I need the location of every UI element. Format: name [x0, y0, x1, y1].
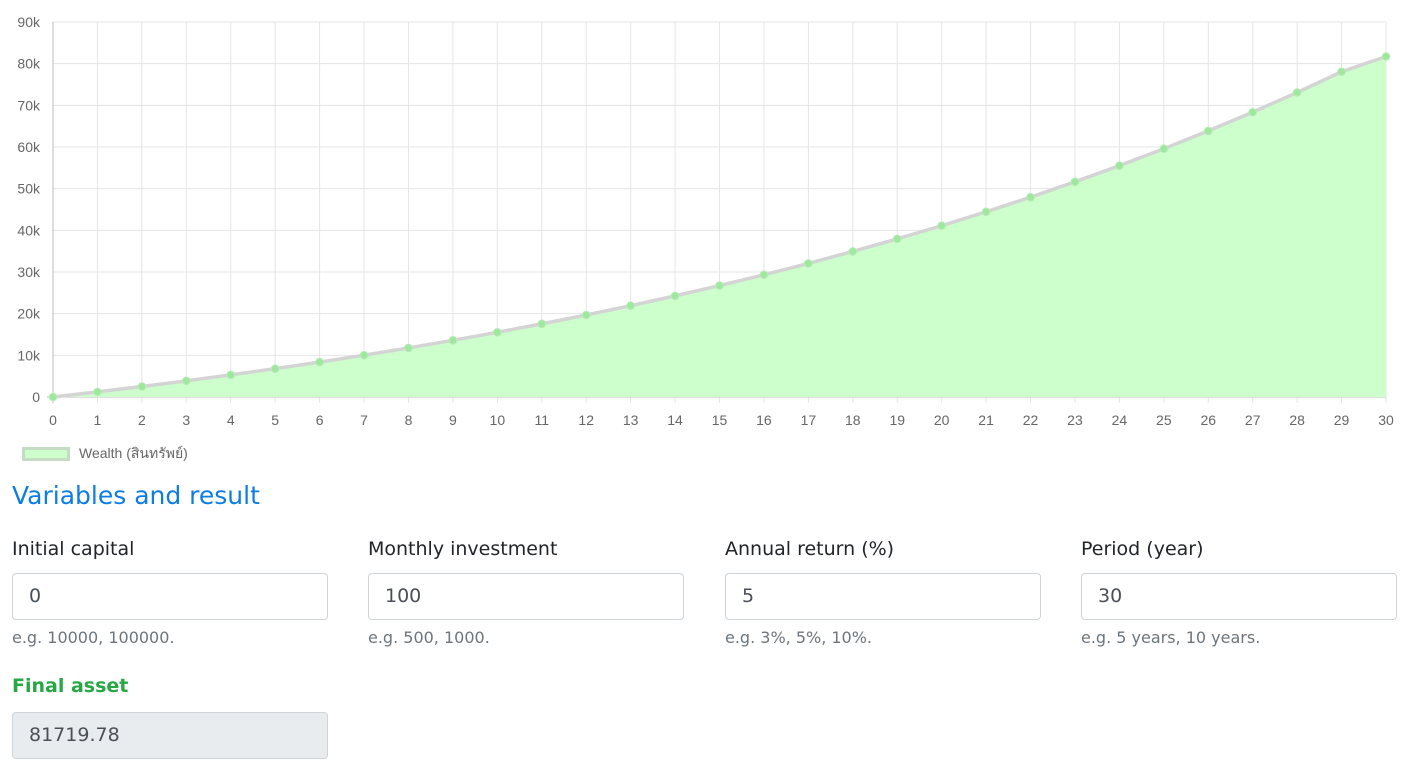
data-point: [315, 357, 324, 367]
monthly-investment-help: e.g. 500, 1000.: [368, 628, 490, 647]
x-tick-label: 17: [801, 412, 817, 428]
data-point: [1203, 126, 1213, 136]
annual-return-label: Annual return (%): [725, 538, 895, 560]
x-tick-label: 26: [1200, 412, 1216, 428]
x-tick-label: 4: [227, 412, 235, 428]
y-tick-label: 0: [32, 389, 40, 405]
x-tick-label: 28: [1289, 412, 1305, 428]
data-point: [448, 336, 458, 345]
x-tick-label: 3: [182, 412, 190, 428]
y-tick-label: 30k: [17, 264, 41, 280]
y-tick-label: 60k: [17, 139, 41, 155]
y-tick-label: 50k: [17, 181, 41, 197]
monthly-investment-label: Monthly investment: [368, 538, 558, 560]
annual-return-help: e.g. 3%, 5%, 10%.: [725, 628, 873, 647]
data-point: [892, 234, 902, 244]
x-tick-label: 30: [1378, 412, 1394, 428]
data-point: [48, 392, 58, 402]
data-point: [1381, 52, 1391, 61]
wealth-area: [53, 56, 1386, 397]
data-point: [1337, 67, 1346, 77]
initial-capital-input[interactable]: 0: [12, 573, 328, 620]
period-input[interactable]: 30: [1081, 573, 1397, 620]
x-tick-label: 25: [1156, 412, 1172, 428]
data-point: [1248, 107, 1257, 117]
data-point: [270, 364, 280, 373]
data-point: [1115, 161, 1124, 170]
data-point: [937, 221, 946, 230]
data-point: [137, 382, 147, 391]
legend-label: Wealth (สินทรัพย์): [79, 445, 188, 461]
data-point: [182, 376, 191, 386]
data-point: [493, 327, 502, 337]
x-tick-label: 1: [94, 412, 102, 428]
data-point: [1159, 144, 1169, 154]
annual-return-input[interactable]: 5: [725, 573, 1041, 620]
data-point: [626, 301, 635, 310]
initial-capital-help: e.g. 10000, 100000.: [12, 628, 175, 647]
data-point: [1026, 192, 1035, 202]
x-tick-label: 2: [138, 412, 146, 428]
x-tick-label: 6: [316, 412, 324, 428]
data-point: [93, 387, 102, 397]
x-tick-label: 27: [1245, 412, 1261, 428]
period-help: e.g. 5 years, 10 years.: [1081, 628, 1261, 647]
x-tick-label: 29: [1334, 412, 1350, 428]
x-tick-label: 18: [845, 412, 861, 428]
data-point: [981, 207, 991, 217]
y-tick-label: 80k: [17, 56, 41, 72]
y-tick-label: 40k: [17, 222, 41, 238]
data-point: [759, 270, 769, 280]
x-tick-label: 10: [490, 412, 506, 428]
y-tick-label: 10k: [17, 347, 41, 363]
initial-capital-label: Initial capital: [12, 538, 135, 560]
period-group: Period (year) 30 e.g. 5 years, 10 years.: [1081, 536, 1397, 648]
y-tick-label: 20k: [17, 306, 41, 322]
data-point: [359, 350, 369, 360]
y-tick-label: 70k: [17, 97, 41, 113]
final-asset-label: Final asset: [12, 675, 129, 697]
x-tick-label: 22: [1023, 412, 1039, 428]
x-tick-label: 7: [360, 412, 368, 428]
period-label: Period (year): [1081, 538, 1204, 560]
x-tick-label: 14: [667, 412, 683, 428]
x-tick-label: 19: [889, 412, 905, 428]
x-tick-label: 21: [978, 412, 994, 428]
monthly-investment-input[interactable]: 100: [368, 573, 684, 620]
data-point: [848, 247, 858, 256]
x-tick-label: 13: [623, 412, 639, 428]
initial-capital-group: Initial capital 0 e.g. 10000, 100000.: [12, 536, 328, 648]
data-point: [804, 259, 813, 268]
data-point: [670, 291, 680, 301]
x-tick-label: 24: [1112, 412, 1128, 428]
x-tick-label: 5: [271, 412, 279, 428]
chart-legend[interactable]: Wealth (สินทรัพย์): [22, 443, 188, 465]
final-asset-output: 81719.78: [12, 712, 328, 759]
y-tick-label: 90k: [17, 14, 41, 30]
x-tick-label: 23: [1067, 412, 1083, 428]
x-tick-label: 15: [712, 412, 728, 428]
data-point: [226, 370, 236, 380]
annual-return-group: Annual return (%) 5 e.g. 3%, 5%, 10%.: [725, 536, 1041, 648]
data-point: [715, 281, 724, 290]
monthly-investment-group: Monthly investment 100 e.g. 500, 1000.: [368, 536, 684, 648]
data-point: [404, 343, 413, 353]
data-point: [1292, 88, 1302, 97]
x-tick-label: 16: [756, 412, 772, 428]
section-title: Variables and result: [12, 481, 260, 510]
data-point: [581, 310, 591, 320]
x-tick-label: 11: [534, 412, 549, 428]
x-tick-label: 8: [405, 412, 413, 428]
data-point: [1070, 177, 1080, 187]
x-tick-label: 20: [934, 412, 950, 428]
x-tick-label: 9: [449, 412, 457, 428]
legend-swatch: [22, 447, 70, 461]
x-tick-label: 12: [578, 412, 594, 428]
x-tick-label: 0: [49, 412, 57, 428]
data-point: [537, 319, 547, 329]
